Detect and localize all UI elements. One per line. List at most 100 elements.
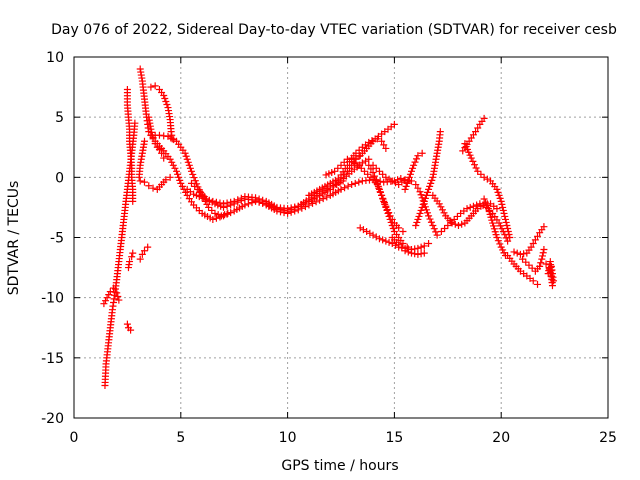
data-series xyxy=(100,65,558,390)
data-point xyxy=(430,225,438,233)
data-point xyxy=(427,218,435,226)
data-point xyxy=(424,188,432,196)
data-point xyxy=(466,203,474,211)
data-point xyxy=(155,146,163,154)
data-point xyxy=(420,242,428,250)
data-point xyxy=(377,188,385,196)
data-point xyxy=(163,101,171,109)
data-point xyxy=(209,197,217,205)
data-point xyxy=(451,220,459,228)
data-point xyxy=(474,124,482,132)
data-point xyxy=(379,236,387,244)
data-point xyxy=(536,262,544,270)
data-point xyxy=(309,199,317,207)
data-point xyxy=(510,248,518,256)
data-point xyxy=(418,203,426,211)
data-point xyxy=(412,155,420,163)
data-point xyxy=(378,137,386,145)
data-point xyxy=(513,249,521,257)
data-point xyxy=(416,209,424,217)
data-point xyxy=(354,161,362,169)
data-point xyxy=(375,235,383,243)
data-point xyxy=(389,224,397,232)
data-point xyxy=(405,173,413,181)
y-tick-label: -5 xyxy=(50,231,64,247)
data-point xyxy=(437,227,445,235)
data-point xyxy=(483,175,491,183)
data-point xyxy=(301,199,309,207)
data-point xyxy=(298,201,306,209)
data-point xyxy=(403,179,411,187)
data-point xyxy=(357,164,365,172)
data-point xyxy=(473,201,481,209)
data-point xyxy=(534,232,542,240)
data-point xyxy=(127,326,135,334)
data-point xyxy=(477,170,485,178)
data-point xyxy=(448,219,456,227)
data-point xyxy=(420,197,428,205)
data-point xyxy=(404,176,412,184)
data-point xyxy=(105,291,113,299)
data-point xyxy=(390,120,398,128)
data-point xyxy=(425,212,433,220)
data-point xyxy=(438,206,446,214)
data-point xyxy=(123,320,131,328)
data-point xyxy=(183,155,191,163)
data-point xyxy=(184,158,192,166)
data-point xyxy=(414,184,422,192)
data-point xyxy=(529,277,537,285)
series-arc-13 xyxy=(183,177,347,213)
data-point xyxy=(255,195,263,203)
data-point xyxy=(158,149,166,157)
data-point xyxy=(407,177,415,185)
data-point xyxy=(162,98,170,106)
data-point xyxy=(162,176,170,184)
data-point xyxy=(136,255,144,263)
data-point xyxy=(538,255,546,263)
data-point xyxy=(160,92,168,100)
data-point xyxy=(447,218,455,226)
data-point xyxy=(501,215,509,223)
data-point xyxy=(234,196,242,204)
data-point xyxy=(482,198,490,206)
data-point xyxy=(406,170,414,178)
data-point xyxy=(493,185,501,193)
data-point xyxy=(467,154,475,162)
grid-lines xyxy=(74,57,608,418)
data-point xyxy=(496,240,504,248)
data-point xyxy=(471,161,478,169)
series-arc-20 xyxy=(388,234,428,258)
data-point xyxy=(214,211,222,219)
data-point xyxy=(419,200,427,208)
data-point xyxy=(450,215,458,223)
series-arc-23 xyxy=(412,128,444,229)
data-point xyxy=(220,200,228,208)
series-arc-32 xyxy=(542,258,558,290)
data-point xyxy=(421,194,429,202)
data-point xyxy=(395,224,403,232)
data-point xyxy=(506,234,514,241)
data-point xyxy=(359,226,367,234)
series-arc-18 xyxy=(365,161,407,235)
data-point xyxy=(177,179,185,187)
data-point xyxy=(176,176,184,184)
y-tick-label: -10 xyxy=(41,291,64,307)
series-arc-4 xyxy=(124,249,137,272)
data-point xyxy=(382,202,390,210)
x-tick-label: 5 xyxy=(176,430,185,446)
data-point xyxy=(364,170,372,178)
data-point xyxy=(151,140,159,148)
data-point xyxy=(356,224,364,232)
data-point xyxy=(537,259,545,267)
data-point xyxy=(319,195,327,203)
data-point xyxy=(138,250,146,258)
x-axis-label: GPS time / hours xyxy=(281,458,398,474)
data-point xyxy=(168,158,176,166)
series-arc-31 xyxy=(519,246,548,275)
data-point xyxy=(191,182,199,190)
data-point xyxy=(542,260,550,268)
data-point xyxy=(379,170,387,178)
data-point xyxy=(429,221,437,229)
data-point xyxy=(550,277,558,285)
data-point xyxy=(344,182,352,190)
